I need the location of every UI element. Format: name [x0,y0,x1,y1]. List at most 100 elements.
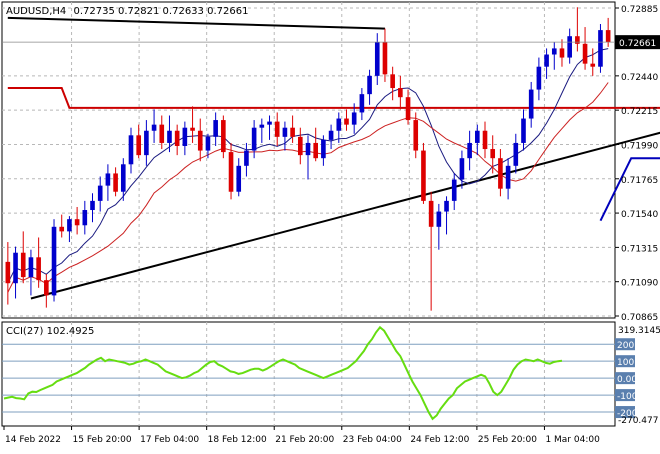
candle-body [313,143,318,158]
candle-body [506,166,511,189]
candle-body [383,42,388,74]
candle-body [475,131,480,143]
y-tick-label: 0.72885 [621,5,658,15]
chart-header: AUDUSD,H4 0.72735 0.72821 0.72633 0.7266… [6,6,248,17]
candle-body [306,143,311,155]
candle-body [206,137,211,151]
y-tick-label: 0.72215 [621,107,658,117]
x-tick-label: 21 Feb 20:00 [275,435,334,445]
candle-body [567,36,572,57]
candle-body [144,131,149,155]
candle-body [67,219,72,231]
candle-body [29,257,34,277]
y-tick-label: 0.71990 [621,141,658,151]
candle-body [198,131,203,151]
candle-body [244,151,249,166]
candle-body [106,173,111,185]
candle-body [544,55,549,67]
candle-body [283,128,288,137]
candle-body [344,119,349,125]
candle-body [390,74,395,88]
x-tick-label: 25 Feb 20:00 [478,435,537,445]
x-tick-label: 18 Feb 12:00 [208,435,267,445]
candle-body [429,201,434,227]
candle-body [606,30,611,42]
candle-body [113,173,118,191]
candle-body [290,128,295,137]
candle-body [467,143,472,158]
candle-body [590,64,595,67]
cci-level-label: 100 [617,358,634,368]
candle-body [321,140,326,158]
candle-body [398,88,403,97]
candle-body [575,36,580,44]
candle-body [560,48,565,57]
cci-top-label: 319.3145 [618,326,660,336]
candle-body [167,131,172,143]
x-tick-label: 1 Mar 04:00 [545,435,600,445]
candle-body [136,135,141,155]
candle-body [537,67,542,90]
candle-body [421,151,426,201]
candle-body [521,119,526,143]
y-tick-label: 0.71540 [621,210,658,220]
candle-body [329,131,334,140]
candle-body [221,120,226,152]
x-tick-label: 14 Feb 2022 [5,435,61,445]
candle-body [90,201,95,210]
candle-body [59,227,64,232]
candle-body [83,210,88,225]
candle-body [213,120,218,137]
x-tick-label: 24 Feb 12:00 [410,435,469,445]
candle-body [483,131,488,149]
candle-body [367,76,372,94]
candle-body [44,280,49,295]
candle-body [159,125,164,143]
cci-level-label: -100 [617,392,638,402]
y-tick-label: 0.71090 [621,279,658,289]
candle-body [129,135,134,164]
candle-body [229,152,234,192]
candle-body [375,42,380,76]
y-tick-label: 0.71765 [621,176,658,186]
candle-body [275,122,280,137]
candle-body [183,128,188,146]
candle-body [152,125,157,131]
candle-body [175,131,180,146]
candle-body [13,253,18,283]
candle-body [437,212,442,227]
candle-body [98,186,103,201]
candle-body [352,112,357,124]
candle-body [260,125,265,128]
y-tick-label: 0.70865 [621,313,658,323]
candle-body [190,128,195,131]
x-tick-label: 23 Feb 04:00 [343,435,402,445]
candle-body [6,262,11,283]
candle-body [490,149,495,158]
x-tick-label: 15 Feb 20:00 [73,435,132,445]
candle-body [121,164,126,191]
candle-body [336,119,341,131]
candle-body [413,120,418,150]
candle-body [236,166,241,192]
x-tick-label: 17 Feb 04:00 [140,435,199,445]
candle-body [498,158,503,188]
candle-body [36,257,41,280]
cci-level-label: 0.00 [617,375,637,385]
current-price-label: 0.72661 [619,39,656,49]
candle-body [75,219,80,225]
candle-body [452,180,457,201]
candle-body [267,122,272,125]
candle-body [406,97,411,120]
candle-body [583,44,588,64]
cci-level-label: 200 [617,341,634,351]
candle-body [598,30,603,67]
candle-body [252,128,257,151]
y-tick-label: 0.72440 [621,73,658,83]
cci-bottom-label: -270.477 [618,416,658,426]
y-tick-label: 0.71315 [621,244,658,254]
candle-body [444,201,449,212]
candle-body [21,253,26,277]
